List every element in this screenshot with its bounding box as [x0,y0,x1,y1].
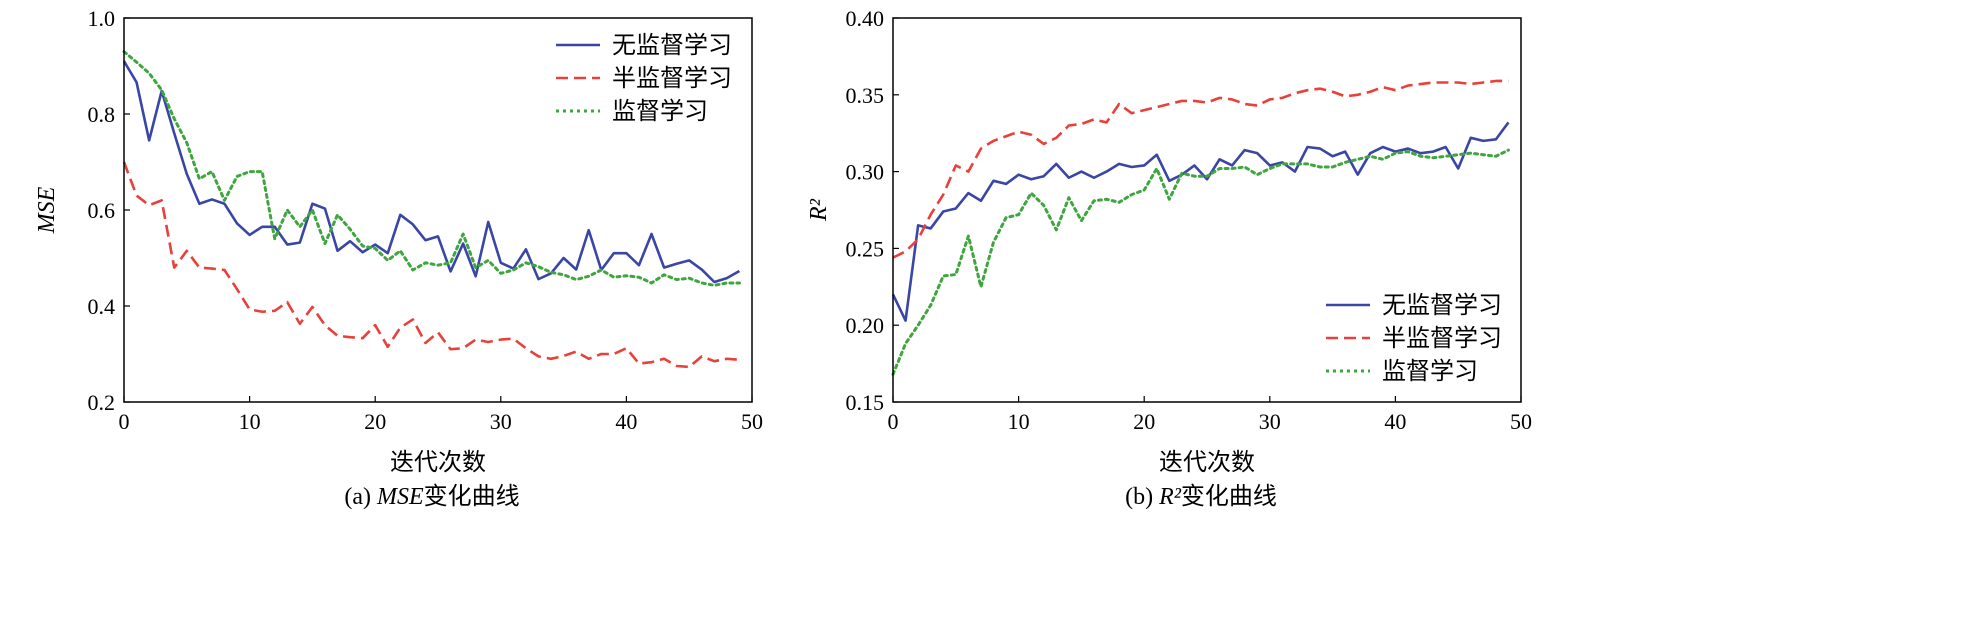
mse-legend-label-3: 监督学习 [612,98,708,125]
mse-series-line-2 [122,161,740,369]
r2-y-tick-label: 0.35 [846,83,885,108]
r2-y-tick-label: 0.30 [846,160,885,185]
r2-x-tick-label: 30 [1259,409,1281,434]
mse-y-tick-label: 0.4 [88,294,116,319]
r2-y-tick-label: 0.25 [846,236,885,261]
mse-x-tick-label: 0 [119,409,130,434]
mse-x-axis-label: 迭代次数 [390,449,486,476]
r2-caption-prefix: (b) [1125,484,1159,510]
r2-chart-panel: 0 10 20 30 40 50 0.15 0.20 0.25 0.30 0.35 0.40 无监督… [806,6,1532,510]
mse-y-tick-label: 0.6 [88,198,116,223]
r2-legend-label-2: 半监督学习 [1382,325,1502,352]
mse-x-tick-label: 30 [490,409,512,434]
r2-series-line-3 [891,148,1510,376]
r2-y-axis-ticks: 0.15 0.20 0.25 0.30 0.35 0.40 [846,6,899,415]
mse-caption-var: MSE [376,484,424,510]
mse-y-tick-label: 1.0 [88,6,116,31]
mse-x-tick-label: 20 [364,409,386,434]
r2-x-tick-label: 0 [888,409,899,434]
r2-legend-label-3: 监督学习 [1382,358,1478,385]
mse-caption-suffix: 变化曲线 [424,483,520,510]
r2-series-line-2 [892,79,1509,259]
r2-x-axis-ticks: 0 10 20 30 40 50 [888,396,1532,434]
mse-y-axis-ticks: 0.2 0.4 0.6 0.8 1.0 [88,6,130,415]
r2-x-axis-label: 迭代次数 [1159,449,1255,476]
mse-legend-label-2: 半监督学习 [612,65,732,92]
r2-x-tick-label: 40 [1384,409,1406,434]
mse-y-tick-label: 0.8 [88,102,116,127]
r2-y-axis-label: R² [806,198,832,222]
mse-x-axis-ticks: 0 10 20 30 40 50 [119,396,763,434]
mse-chart-panel: 0 10 20 30 40 50 0.2 0.4 0.6 0.8 1.0 无监督学习半监督学习监督… [34,6,763,510]
r2-caption: (b) R²变化曲线 [1125,483,1277,510]
r2-x-tick-label: 50 [1510,409,1532,434]
mse-x-tick-label: 50 [741,409,763,434]
mse-y-tick-label: 0.2 [88,390,116,415]
mse-series-line-1 [122,60,741,284]
r2-series-line-1 [891,121,1510,322]
r2-x-tick-label: 20 [1133,409,1155,434]
mse-y-axis-label: MSE [34,186,60,234]
mse-x-tick-label: 10 [239,409,261,434]
mse-x-tick-label: 40 [615,409,637,434]
r2-caption-suffix: 变化曲线 [1181,483,1277,510]
mse-series-line-3 [122,50,741,287]
r2-y-tick-label: 0.40 [846,6,885,31]
mse-series-group [122,50,741,369]
mse-caption: (a) MSE变化曲线 [344,483,519,510]
r2-y-tick-label: 0.15 [846,390,885,415]
mse-caption-prefix: (a) [344,484,377,510]
r2-y-tick-label: 0.20 [846,313,885,338]
r2-caption-var: R² [1158,484,1182,510]
mse-legend-label-1: 无监督学习 [612,32,732,59]
r2-plot-frame [892,17,1522,403]
r2-series-group [891,79,1510,376]
r2-x-tick-label: 10 [1008,409,1030,434]
r2-legend-label-1: 无监督学习 [1382,292,1502,319]
